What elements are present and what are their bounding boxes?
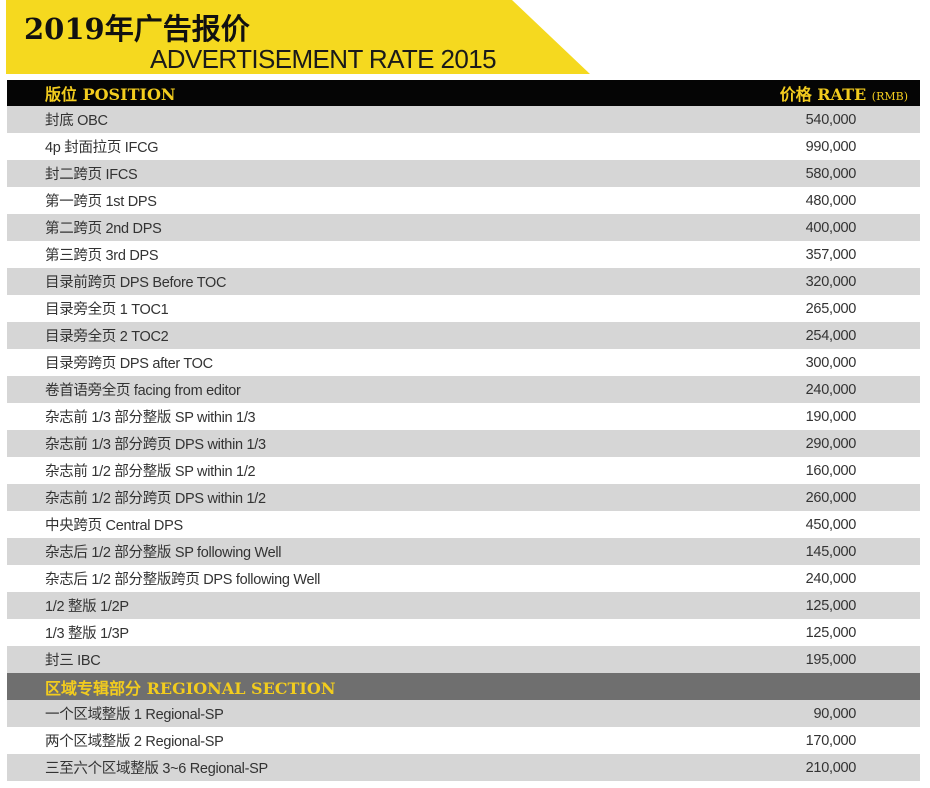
position-name: 第三跨页 3rd DPS: [45, 248, 159, 264]
table-row: 杂志前 1/2 部分跨页 DPS within 1/2 260,000: [7, 484, 920, 511]
table-row: 目录旁全页 1 TOC1 265,000: [7, 295, 920, 322]
table-row: 第一跨页 1st DPS 480,000: [7, 187, 920, 214]
page-title: 2019年广告报价: [24, 12, 250, 46]
position-rate: 450,000: [805, 516, 857, 533]
position-rate: 400,000: [805, 219, 857, 236]
position-rate: 580,000: [805, 165, 857, 182]
position-rate: 254,000: [805, 327, 857, 344]
position-rate: 190,000: [805, 408, 857, 425]
position-name: 杂志后 1/2 部分整版 SP following Well: [45, 545, 282, 561]
table-row: 第三跨页 3rd DPS 357,000: [7, 241, 920, 268]
position-name: 两个区域整版 2 Regional-SP: [45, 734, 224, 750]
table-row: 中央跨页 Central DPS 450,000: [7, 511, 920, 538]
position-name: 目录旁全页 2 TOC2: [45, 329, 169, 345]
position-rate: 260,000: [805, 489, 857, 506]
position-name: 第二跨页 2nd DPS: [45, 221, 162, 237]
table-row: 4p 封面拉页 IFCG 990,000: [7, 133, 920, 160]
position-name: 目录旁全页 1 TOC1: [45, 302, 169, 318]
position-name: 1/3 整版 1/3P: [45, 626, 129, 642]
table-row: 封底 OBC 540,000: [7, 106, 920, 133]
position-name: 一个区域整版 1 Regional-SP: [45, 707, 224, 723]
position-rate: 290,000: [805, 435, 857, 452]
position-rate: 300,000: [805, 354, 857, 371]
position-name: 目录前跨页 DPS Before TOC: [45, 275, 227, 291]
position-name: 杂志前 1/3 部分跨页 DPS within 1/3: [45, 437, 266, 453]
header-banner: 2019年广告报价 ADVERTISEMENT RATE 2015: [0, 0, 930, 74]
position-name: 第一跨页 1st DPS: [45, 194, 157, 210]
position-rate: 240,000: [805, 381, 857, 398]
position-column-header: 版位 POSITION: [45, 85, 176, 104]
regional-rate-rows: 一个区域整版 1 Regional-SP 90,000 两个区域整版 2 Regio…: [7, 700, 920, 781]
table-row: 1/2 整版 1/2P 125,000: [7, 592, 920, 619]
regional-section-header: 区域专辑部分 REGIONAL SECTION: [7, 673, 920, 700]
table-row: 杂志前 1/2 部分整版 SP within 1/2 160,000: [7, 457, 920, 484]
rate-label: 价格 RATE: [779, 85, 867, 104]
rate-rows: 封底 OBC 540,000 4p 封面拉页 IFCG 990,000 封二跨页 IFC…: [7, 106, 920, 673]
position-rate: 540,000: [805, 111, 857, 128]
table-row: 三至六个区域整版 3~6 Regional-SP 210,000: [7, 754, 920, 781]
position-name: 卷首语旁全页 facing from editor: [45, 383, 241, 399]
table-row: 目录旁全页 2 TOC2 254,000: [7, 322, 920, 349]
position-name: 封底 OBC: [45, 113, 108, 129]
table-row: 杂志前 1/3 部分跨页 DPS within 1/3 290,000: [7, 430, 920, 457]
rate-column-header: 价格 RATE (RMB): [780, 81, 908, 105]
table-row: 目录前跨页 DPS Before TOC 320,000: [7, 268, 920, 295]
position-rate: 170,000: [805, 732, 857, 749]
rate-unit: (RMB): [871, 90, 908, 103]
table-header: 版位 POSITION 价格 RATE (RMB): [7, 80, 920, 106]
table-row: 杂志前 1/3 部分整版 SP within 1/3 190,000: [7, 403, 920, 430]
position-rate: 320,000: [805, 273, 857, 290]
table-row: 封二跨页 IFCS 580,000: [7, 160, 920, 187]
position-name: 4p 封面拉页 IFCG: [45, 140, 159, 156]
table-row: 第二跨页 2nd DPS 400,000: [7, 214, 920, 241]
table-row: 卷首语旁全页 facing from editor 240,000: [7, 376, 920, 403]
position-name: 封三 IBC: [45, 653, 101, 669]
rate-table: 版位 POSITION 价格 RATE (RMB) 封底 OBC 540,000 4…: [7, 80, 920, 781]
position-name: 杂志前 1/2 部分跨页 DPS within 1/2: [45, 491, 266, 507]
position-rate: 357,000: [805, 246, 857, 263]
page-subtitle: ADVERTISEMENT RATE 2015: [150, 44, 497, 74]
position-name: 杂志前 1/2 部分整版 SP within 1/2: [45, 464, 256, 480]
position-rate: 265,000: [805, 300, 857, 317]
position-rate: 90,000: [813, 705, 856, 722]
position-rate: 160,000: [805, 462, 857, 479]
table-row: 杂志后 1/2 部分整版 SP following Well 145,000: [7, 538, 920, 565]
table-row: 1/3 整版 1/3P 125,000: [7, 619, 920, 646]
position-rate: 145,000: [805, 543, 857, 560]
position-rate: 125,000: [805, 624, 857, 641]
position-rate: 210,000: [805, 759, 857, 776]
table-row: 两个区域整版 2 Regional-SP 170,000: [7, 727, 920, 754]
table-row: 一个区域整版 1 Regional-SP 90,000: [7, 700, 920, 727]
table-row: 杂志后 1/2 部分整版跨页 DPS following Well 240,000: [7, 565, 920, 592]
position-name: 1/2 整版 1/2P: [45, 599, 129, 615]
position-name: 三至六个区域整版 3~6 Regional-SP: [45, 761, 268, 777]
yellow-banner-shape: [0, 0, 590, 74]
position-rate: 240,000: [805, 570, 857, 587]
position-name: 杂志后 1/2 部分整版跨页 DPS following Well: [45, 572, 321, 588]
position-name: 杂志前 1/3 部分整版 SP within 1/3: [45, 410, 256, 426]
position-name: 目录旁跨页 DPS after TOC: [45, 356, 213, 372]
position-rate: 480,000: [805, 192, 857, 209]
position-name: 封二跨页 IFCS: [45, 167, 138, 183]
position-rate: 125,000: [805, 597, 857, 614]
table-row: 目录旁跨页 DPS after TOC 300,000: [7, 349, 920, 376]
table-row: 封三 IBC 195,000: [7, 646, 920, 673]
position-rate: 195,000: [805, 651, 857, 668]
position-rate: 990,000: [805, 138, 857, 155]
position-name: 中央跨页 Central DPS: [45, 518, 183, 534]
